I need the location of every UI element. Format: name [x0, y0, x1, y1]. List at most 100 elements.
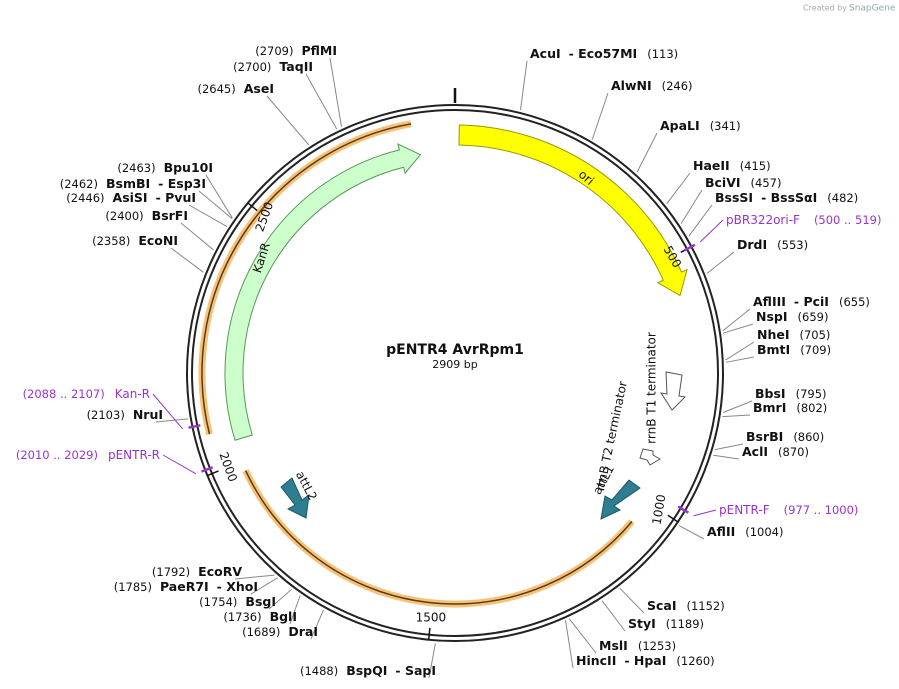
- site-position: (1689): [242, 625, 280, 639]
- site-label: BciVI (457): [705, 175, 781, 190]
- site-leader: [722, 323, 754, 334]
- site-leader: [666, 172, 691, 205]
- ring-tick: [667, 514, 679, 523]
- site-leader: [619, 587, 645, 614]
- site-leader: [722, 400, 753, 413]
- enzyme-name: - HpaI: [624, 653, 666, 668]
- plasmid-name: pENTR4 AvrRpm1: [386, 342, 524, 358]
- primer-label: (2010 .. 2029) pENTR-R: [16, 448, 160, 462]
- site-label: (1689) DraI: [242, 624, 318, 639]
- enzyme-name: PaeR7I: [160, 579, 209, 594]
- site-leader: [725, 341, 755, 361]
- primer-name: Kan-R: [115, 387, 150, 401]
- site-leader: [250, 577, 278, 595]
- site-position: (1189): [666, 617, 704, 631]
- terminator-arrow: [639, 448, 661, 466]
- primer-mark: [201, 466, 214, 473]
- site-position: (1754): [199, 595, 237, 609]
- site-position: (2103): [87, 408, 125, 422]
- attL1-arrow: [600, 479, 641, 520]
- site-position: (795): [796, 387, 827, 401]
- enzyme-name: AclI: [742, 444, 768, 459]
- site-position: (860): [793, 430, 824, 444]
- primer-mark: [188, 424, 201, 429]
- site-label: ApaLI (341): [660, 118, 741, 133]
- enzyme-name: BmrI: [753, 400, 786, 415]
- enzyme-name: - SapI: [395, 663, 436, 678]
- site-leader: [205, 174, 233, 219]
- site-position: (2358): [92, 234, 130, 248]
- site-leader: [688, 204, 713, 237]
- credit: Created by: [803, 4, 847, 13]
- site-leader: [188, 204, 228, 228]
- site-label: DrdI (553): [737, 237, 808, 252]
- site-leader: [234, 574, 275, 580]
- site-label: BsrBI (860): [746, 429, 824, 444]
- site-label: (1736) BglI: [223, 609, 297, 624]
- site-leader: [714, 443, 744, 451]
- site-leader: [706, 251, 735, 274]
- site-position: (1792): [152, 565, 190, 579]
- features: [198, 120, 688, 608]
- enzyme-name: MslI: [599, 638, 628, 653]
- enzyme-name: BmtI: [757, 342, 790, 357]
- primer-range: (2010 .. 2029): [16, 448, 98, 462]
- enzyme-name: BbsI: [755, 386, 786, 401]
- site-label: NheI (705): [757, 327, 830, 342]
- site-position: (341): [710, 119, 741, 133]
- site-label: (1792) EcoRV: [152, 564, 242, 579]
- enzyme-name: AcuI: [530, 46, 561, 61]
- site-leader: [170, 247, 204, 273]
- enzyme-name: HaeII: [693, 158, 730, 173]
- site-leader: [428, 643, 436, 679]
- terminator-arrow: [659, 371, 687, 411]
- enzyme-name: BciVI: [705, 175, 741, 190]
- site-position: (1785): [114, 580, 152, 594]
- site-leader: [591, 92, 609, 140]
- site-label: HaeII (415): [693, 158, 771, 173]
- site-label: (2709) PflMI: [255, 43, 337, 58]
- site-label: (2463) Bpu10I: [117, 160, 213, 175]
- enzyme-name: - XhoI: [217, 579, 258, 594]
- enzyme-name: - Esp3I: [158, 176, 206, 191]
- feature-arrow: [458, 124, 688, 297]
- brand: SnapGene: [849, 4, 896, 14]
- site-leader: [198, 190, 233, 220]
- site-label: (2400) BsrFI: [105, 208, 188, 223]
- primer-range: (500 .. 519): [814, 213, 882, 227]
- site-position: (870): [778, 445, 809, 459]
- site-leader: [310, 609, 324, 640]
- site-leader: [722, 414, 751, 418]
- enzyme-name: EcoNI: [138, 233, 178, 248]
- site-position: (113): [647, 47, 678, 61]
- enzyme-name: PflMI: [301, 43, 337, 58]
- feature-band-line: [244, 470, 633, 605]
- site-position: (415): [740, 159, 771, 173]
- site-leader: [678, 525, 705, 540]
- primer-leader: [162, 454, 197, 475]
- enzyme-name: ScaI: [647, 598, 677, 613]
- site-label: HincII - HpaI (1260): [576, 653, 715, 668]
- enzyme-name: BsgI: [245, 594, 276, 609]
- primer-label: pBR322ori-F (500 .. 519): [726, 213, 881, 227]
- enzyme-name: AflII: [707, 524, 735, 539]
- site-leader: [289, 595, 301, 625]
- site-position: (802): [796, 401, 827, 415]
- site-leader: [180, 222, 214, 251]
- primer-name: pENTR-R: [108, 448, 160, 462]
- site-leader: [713, 454, 740, 460]
- feature-label: rrnB T1 terminator: [645, 332, 659, 444]
- primer-leader: [693, 509, 717, 517]
- site-label: ScaI (1152): [647, 598, 725, 613]
- plasmid-size: 2909 bp: [432, 358, 477, 371]
- feature-arrow: [224, 143, 422, 441]
- enzyme-name: NruI: [133, 407, 163, 422]
- site-position: (553): [777, 238, 808, 252]
- site-leader: [722, 308, 751, 332]
- site-position: (2446): [66, 191, 104, 205]
- primer-leader: [699, 219, 724, 243]
- ring-tick-label: 2500: [253, 200, 277, 233]
- site-position: (1152): [687, 599, 725, 613]
- enzyme-name: - BssSαI: [761, 190, 817, 205]
- enzyme-name: BsmBI: [106, 176, 150, 191]
